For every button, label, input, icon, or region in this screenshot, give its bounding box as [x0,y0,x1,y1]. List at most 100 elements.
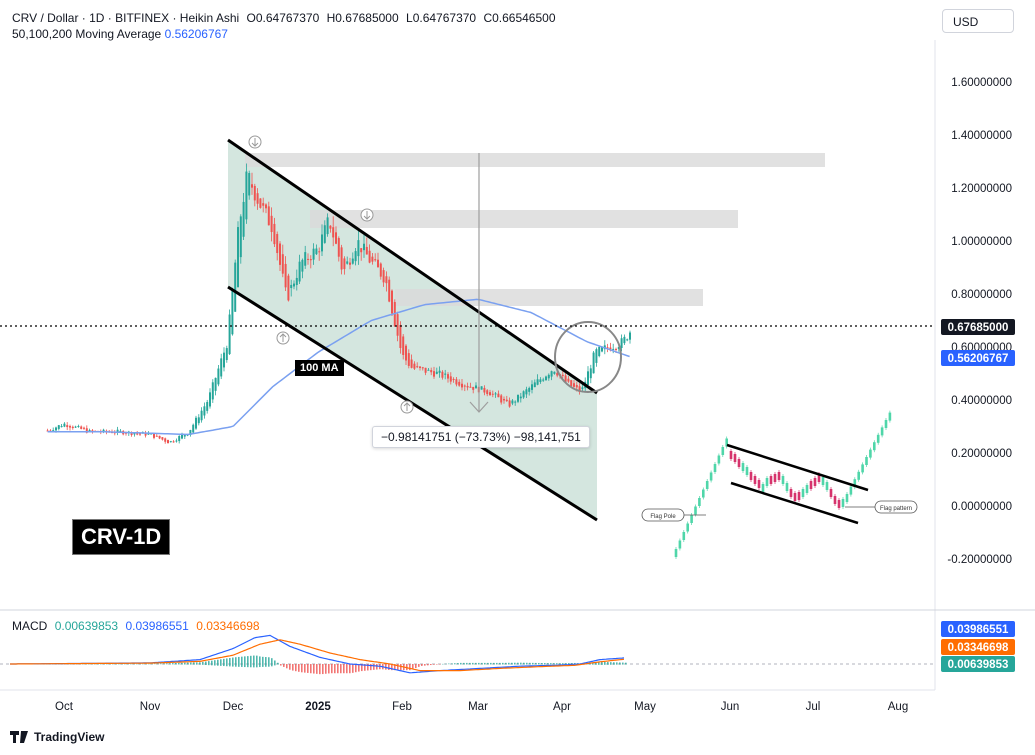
candle [531,384,533,390]
time-tick-label: Aug [888,701,908,713]
flag-candle [865,457,868,465]
candle [402,336,405,355]
up-arrow-marker-2-icon [400,400,414,414]
indicator-line[interactable]: 50,100,200 Moving Average 0.56206767 [12,26,556,42]
candle [522,391,525,398]
flag-candle [829,489,833,497]
candle [612,348,615,350]
candle [503,398,505,401]
macd-bar [502,662,504,665]
macd-histogram [10,655,627,675]
flag-candle [713,464,717,472]
candle [158,435,161,439]
macd-bar [103,663,105,665]
macd-bar [619,662,621,665]
flag-candle [729,451,733,459]
candle [265,204,267,209]
candle [545,376,547,381]
price-tick-label: -0.20000000 [947,554,1012,566]
macd-bar [607,662,609,665]
svg-text:0.03346698: 0.03346698 [948,642,1009,654]
macd-hist-tag: 0.00639853 [941,656,1015,672]
macd-bar [184,662,186,665]
macd-bar [496,662,498,665]
macd-signal-value: 0.03346698 [196,619,260,633]
candle [71,426,74,429]
macd-bar [445,663,447,665]
candle [66,425,69,428]
flag-candle [837,500,841,508]
macd-legend[interactable]: MACD 0.00639853 0.03986551 0.03346698 [12,619,260,633]
macd-bar [217,659,219,666]
macd-bar [97,663,99,665]
macd-bar [208,661,210,666]
flag-candle [781,476,785,484]
candle [405,345,407,361]
macd-bar [412,664,414,670]
candle [629,332,631,340]
macd-bar [538,662,540,665]
candle [284,263,287,288]
macd-bar [520,662,522,665]
macd-label: MACD [12,619,48,633]
macd-bar [532,662,534,665]
flag-candle [721,447,725,455]
symbol-title[interactable]: CRV / Dollar · 1D · BITFINEX · Heikin As… [12,11,240,25]
candle [279,243,281,265]
ohlc-high: H0.67685000 [326,11,399,25]
measure-arrowhead [469,401,489,413]
macd-bar [166,663,168,665]
macd-bar [481,662,483,665]
currency-button[interactable]: USD [942,9,1014,33]
candle [161,437,164,440]
candle [550,371,553,377]
flag-candle [678,540,682,549]
macd-bar [454,663,456,665]
macd-bar [367,664,369,671]
ohlc-close: C0.66546500 [483,11,556,25]
candle [444,373,447,375]
descending-channel-fill [228,140,597,520]
flag-candle [686,523,689,532]
candle [228,314,231,355]
macd-bar [262,656,264,667]
candle [175,440,178,442]
candle [351,258,354,264]
price-axis[interactable]: 1.60000000 1.40000000 1.20000000 1.00000000… [947,77,1012,566]
macd-bar [145,663,147,665]
time-tick-label: Jul [806,701,821,713]
candle [525,389,528,395]
price-tick-label: 1.00000000 [951,236,1012,248]
candle [483,387,486,393]
candle [169,441,172,443]
ma-indicator-label[interactable]: 50,100,200 Moving Average [12,27,162,41]
macd-bar [568,663,570,665]
flag-candle [765,478,769,486]
candle [290,284,293,289]
candle [245,171,248,220]
flag-candle [797,492,801,500]
macd-bar [175,663,177,665]
candlestick-series [46,163,631,444]
macd-bar [139,663,141,665]
macd-bar [418,664,420,667]
flag-candle [789,489,793,497]
tradingview-brand[interactable]: TradingView [10,730,104,744]
candle [514,401,517,403]
candle [139,433,141,435]
candle [116,429,119,433]
flag-candle [757,480,761,488]
time-axis[interactable]: Oct Nov Dec 2025 Feb Mar Apr May Jun Jul Aug [55,701,908,713]
candle [155,435,158,437]
macd-bar [91,663,93,665]
candle [598,346,601,357]
symbol-line[interactable]: CRV / Dollar · 1D · BITFINEX · Heikin As… [12,10,556,26]
macd-bar [358,664,360,672]
candle [85,428,88,433]
candle [620,338,623,349]
candle [587,371,589,386]
candle [150,433,153,435]
candle [256,193,259,204]
candle [242,201,245,237]
